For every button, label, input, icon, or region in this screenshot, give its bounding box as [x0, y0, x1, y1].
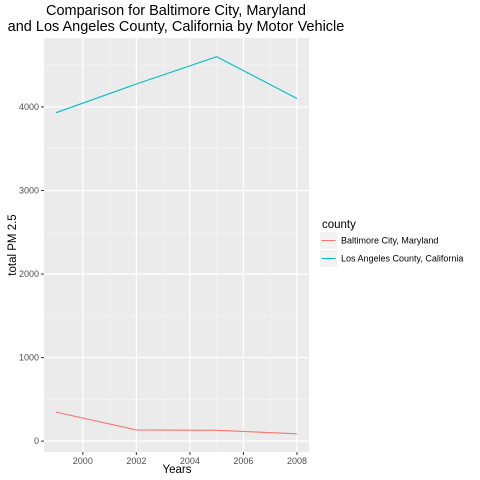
series-line-0	[55, 411, 297, 435]
x-axis-title: Years	[163, 464, 192, 476]
x-tick-label-4: 2008	[287, 456, 307, 466]
plot-panel	[44, 38, 309, 452]
legend-label-los-angeles: Los Angeles County, California	[341, 254, 463, 264]
axis-ticks: 2000 2002 2004 2006 2008 0 1000 2000 3000 4000	[19, 102, 307, 466]
y-tick-label-1: 1000	[19, 353, 39, 363]
x-tick-label-3: 2006	[233, 456, 253, 466]
y-axis-title: total PM 2.5	[7, 214, 19, 275]
y-tick-label-4: 4000	[19, 102, 39, 112]
chart-title-line-2: and Los Angeles County, California by Mo…	[8, 19, 345, 35]
legend-title: county	[322, 219, 356, 231]
y-tick-label-0: 0	[34, 436, 39, 446]
major-gridlines	[44, 38, 309, 452]
x-tick-label-0: 2000	[73, 456, 93, 466]
y-tick-label-2: 2000	[19, 269, 39, 279]
legend: county Baltimore City, Maryland Los Ange…	[320, 219, 463, 267]
series-line-1	[55, 56, 298, 114]
y-tick-label-3: 3000	[19, 185, 39, 195]
series-lines	[55, 56, 298, 435]
legend-label-baltimore: Baltimore City, Maryland	[341, 236, 438, 246]
chart-title-line-1: Comparison for Baltimore City, Maryland	[46, 3, 306, 19]
x-tick-label-1: 2002	[126, 456, 146, 466]
x-tick-label-2: 2004	[180, 456, 200, 466]
